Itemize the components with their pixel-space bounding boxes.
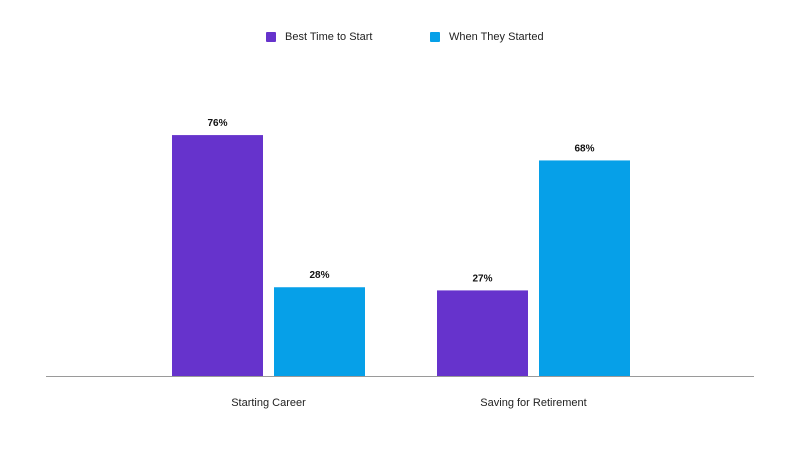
- bar-best-time-to-start-1: [437, 290, 528, 376]
- bar-when-they-started-0: [274, 287, 365, 376]
- data-label-best-time-to-start-0: 76%: [207, 118, 227, 129]
- data-label-best-time-to-start-1: 27%: [472, 273, 492, 284]
- legend-item-best-time: Best Time to Start: [266, 29, 372, 45]
- bar-best-time-to-start-0: [172, 135, 263, 376]
- legend-swatch-when-started: [430, 32, 440, 42]
- bar-when-they-started-1: [539, 160, 630, 376]
- legend-label-when-started: When They Started: [449, 31, 544, 43]
- legend-swatch-best-time: [266, 32, 276, 42]
- x-tick-label-1: Saving for Retirement: [480, 397, 586, 409]
- x-tick-label-0: Starting Career: [231, 397, 306, 409]
- legend-item-when-started: When They Started: [430, 29, 544, 45]
- legend-label-best-time: Best Time to Start: [285, 31, 373, 43]
- data-label-when-they-started-1: 68%: [574, 143, 594, 154]
- data-label-when-they-started-0: 28%: [309, 270, 329, 281]
- legend: Best Time to Start When They Started: [0, 29, 800, 45]
